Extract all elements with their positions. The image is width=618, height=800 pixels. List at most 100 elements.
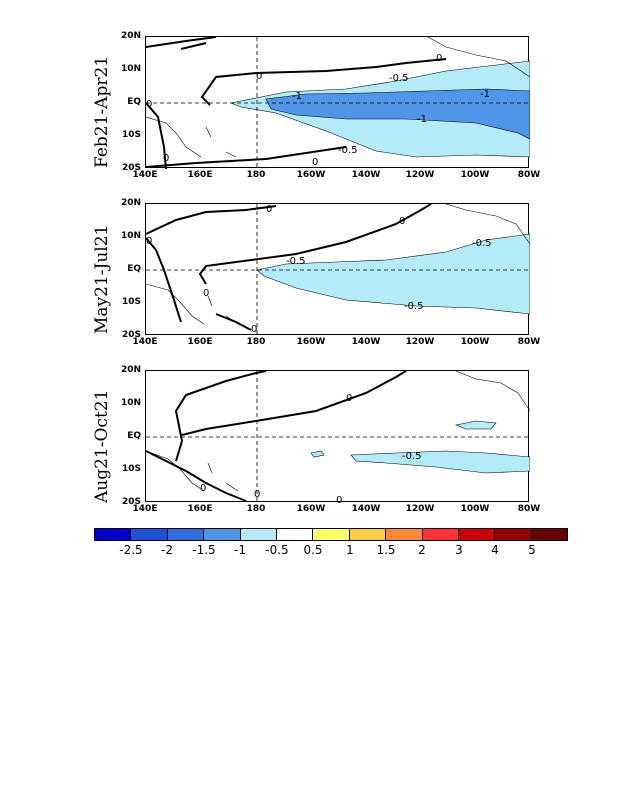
colorbar-label: -2.5 — [119, 543, 143, 557]
colorbar-label: 5 — [528, 543, 536, 557]
colorbar-swatch — [422, 529, 459, 540]
coastline-islands — [146, 283, 239, 325]
lon-tick: 120W — [405, 504, 435, 514]
colorbar-swatch — [204, 529, 241, 540]
contour-label: 0 — [256, 71, 262, 82]
contour-label: -0.5 — [402, 451, 422, 462]
contour-label: 0 — [146, 236, 152, 247]
lon-tick: 180 — [246, 504, 266, 514]
contour-zero-south — [215, 313, 252, 331]
lon-tick: 180 — [246, 170, 266, 180]
lon-tick: 120W — [405, 337, 435, 347]
lon-tick: 80W — [517, 504, 541, 514]
contour-label: -1 — [480, 89, 490, 100]
colorbar-swatch — [458, 529, 496, 540]
lon-tick: 140W — [351, 337, 381, 347]
colorbar-swatch — [495, 529, 532, 540]
colorbar-label: 0.5 — [303, 543, 323, 557]
contour-label: 0 — [336, 495, 342, 503]
colorbar-label: 3 — [455, 543, 463, 557]
colorbar — [94, 528, 568, 541]
lon-tick: 140E — [132, 170, 158, 180]
shade-minus-0.5-patch — [310, 450, 325, 458]
contour-label: 0 — [203, 288, 209, 299]
panel-title-1: Feb21-Apr21 — [92, 55, 112, 168]
contour-zero-mid — [181, 371, 407, 436]
coastline-americas — [445, 204, 530, 245]
lat-tick: 10N — [120, 64, 141, 74]
lat-tick: EQ — [127, 97, 141, 107]
contour-label: -0.5 — [338, 145, 358, 156]
contour-zero-north — [146, 205, 277, 235]
anomaly-map-2: -0.5 -0.5 -0.5 0 0 0 0 0 — [146, 204, 530, 336]
lat-tick: 20S — [121, 497, 141, 507]
lon-tick: 180 — [246, 337, 266, 347]
contour-label: 0 — [146, 99, 152, 110]
colorbar-swatch — [531, 529, 568, 540]
panel-title-3: Aug21-Oct21 — [92, 389, 112, 503]
contour-label: -1 — [292, 91, 302, 102]
colorbar-swatch — [240, 529, 277, 540]
contour-zero-mid — [200, 58, 447, 106]
contour-label: -0.5 — [472, 238, 492, 249]
colorbar-label: 1 — [346, 543, 354, 557]
contour-zero-north — [146, 37, 217, 50]
coastline-americas — [455, 371, 530, 412]
lon-tick: 80W — [517, 337, 541, 347]
lat-tick: 10N — [120, 398, 141, 408]
lat-tick: 20S — [121, 330, 141, 340]
colorbar-swatch — [386, 529, 423, 540]
colorbar-label: -2 — [161, 543, 173, 557]
lon-tick: 160E — [187, 337, 213, 347]
colorbar-swatch — [131, 529, 168, 540]
colorbar-swatch — [167, 529, 205, 540]
shade-minus-0.5 — [350, 450, 530, 474]
lon-tick: 80W — [517, 170, 541, 180]
lat-tick: 10S — [121, 464, 141, 474]
coastline-islands — [146, 450, 239, 492]
contour-label: 0 — [163, 153, 169, 164]
colorbar-label: -0.5 — [265, 543, 289, 557]
contour-label: 0 — [200, 483, 206, 494]
map-panel-may-jul: -0.5 -0.5 -0.5 0 0 0 0 0 — [145, 203, 530, 336]
lon-tick: 100W — [460, 170, 490, 180]
lat-tick: 20N — [120, 198, 141, 208]
contour-zero-west — [146, 102, 167, 169]
lon-tick: 160W — [296, 170, 326, 180]
colorbar-label: 1.5 — [376, 543, 396, 557]
contour-label: -0.5 — [389, 73, 409, 84]
lon-tick: 100W — [460, 337, 490, 347]
contour-zero-west — [146, 237, 182, 323]
lat-tick: EQ — [127, 431, 141, 441]
colorbar-label: 4 — [491, 543, 499, 557]
lon-tick: 140W — [351, 504, 381, 514]
contour-label: -0.5 — [404, 301, 424, 312]
contour-zero-mid — [198, 204, 432, 285]
shade-minus-0.5 — [256, 233, 530, 315]
shade-minus-0.5-patch — [454, 420, 497, 430]
anomaly-map-3: -0.5 0 0 0 0 — [146, 371, 530, 503]
colorbar-label: -1 — [234, 543, 246, 557]
contour-label: 0 — [399, 216, 405, 227]
map-panel-feb-apr: -0.5 -1 -1 -1 -0.5 0 0 0 0 0 — [145, 36, 530, 169]
contour-label: 0 — [436, 53, 442, 64]
lat-tick: 20S — [121, 163, 141, 173]
contour-label: 0 — [251, 324, 257, 335]
lon-tick: 140E — [132, 504, 158, 514]
colorbar-swatch — [349, 529, 387, 540]
colorbar-label: -1.5 — [192, 543, 216, 557]
lat-tick: 10S — [121, 130, 141, 140]
anomaly-map-1: -0.5 -1 -1 -1 -0.5 0 0 0 0 0 — [146, 37, 530, 169]
contour-zero-west — [174, 371, 267, 462]
shade-minus-1 — [265, 88, 530, 140]
lat-tick: 10N — [120, 231, 141, 241]
lat-tick: 20N — [120, 365, 141, 375]
contour-label: 0 — [266, 204, 272, 215]
lon-tick: 160W — [296, 337, 326, 347]
coastline-americas — [427, 37, 530, 78]
lat-tick: 10S — [121, 297, 141, 307]
map-panel-aug-oct: -0.5 0 0 0 0 — [145, 370, 530, 503]
lon-tick: 140W — [351, 170, 381, 180]
lon-tick: 120W — [405, 170, 435, 180]
lat-tick: EQ — [127, 264, 141, 274]
